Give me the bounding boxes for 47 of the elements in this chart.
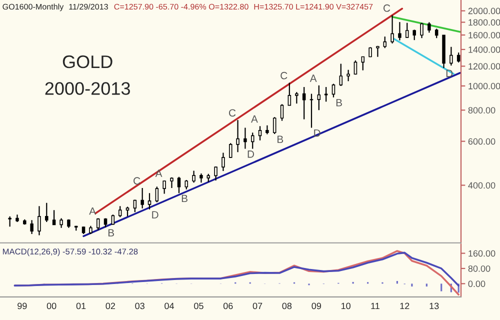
x-tick-label: 04	[164, 302, 174, 310]
y-tick-label: 2000.00	[468, 8, 500, 14]
y-tick-label: 1200.00	[468, 63, 500, 70]
annotation: A	[310, 74, 317, 82]
y-tick-label: 1600.00	[468, 32, 500, 38]
annotation: C	[229, 109, 236, 117]
annotation: B	[182, 194, 188, 202]
annotation: GO1600-Monthly	[2, 4, 64, 12]
y-tick-label: 1400.00	[468, 46, 500, 53]
x-tick-label: 02	[106, 302, 116, 310]
annotation: C	[280, 72, 288, 80]
annotation: A	[89, 208, 96, 215]
annotation: C	[134, 177, 140, 185]
x-tick-label: 01	[76, 302, 86, 310]
x-tick-label: 12	[400, 302, 410, 310]
annotation: D	[248, 150, 254, 158]
y-tick-label: 1800.00	[468, 19, 500, 26]
text: GOLD	[62, 55, 112, 68]
annotation: H=1325.70 L=1241.90 V=327457	[254, 4, 373, 10]
y-tick-label: 1000.00	[468, 82, 500, 90]
y-tick-label: 80.00	[468, 265, 490, 272]
annotation: C	[384, 4, 390, 12]
x-tick-label: 05	[194, 302, 204, 310]
x-tick-label: 03	[135, 302, 144, 310]
annotation: A	[251, 115, 258, 123]
x-tick-label: 08	[282, 302, 292, 310]
x-tick-label: 10	[341, 302, 350, 310]
x-tick-label: 07	[252, 302, 262, 310]
y-tick-label: 600.00	[468, 138, 496, 145]
y-tick-label: 800.00	[468, 107, 496, 114]
x-tick-label: 13	[430, 302, 439, 310]
x-tick-label: 06	[223, 302, 233, 310]
y-tick-label: 0.00	[468, 280, 486, 288]
chart-title: MACD(12,26,9) -57.59 -10.32 -47.28	[2, 248, 138, 256]
text: 2000-2013	[45, 82, 130, 95]
x-tick-label: 11	[371, 302, 380, 310]
annotation: B	[278, 136, 284, 143]
y-tick-label: 400.00	[468, 182, 496, 189]
annotation: 11/29/2013	[69, 4, 108, 10]
x-tick-label: 00	[46, 302, 56, 310]
x-tick-label: 09	[312, 302, 321, 310]
annotation: C=1257.90 -65.70 -4.96% O=1322.80	[114, 4, 248, 10]
annotation: B	[336, 99, 342, 106]
y-tick-label: 160.00	[468, 250, 496, 257]
x-tick-label: 99	[18, 302, 27, 310]
annotation: D	[152, 211, 158, 218]
annotation: B	[108, 229, 114, 236]
